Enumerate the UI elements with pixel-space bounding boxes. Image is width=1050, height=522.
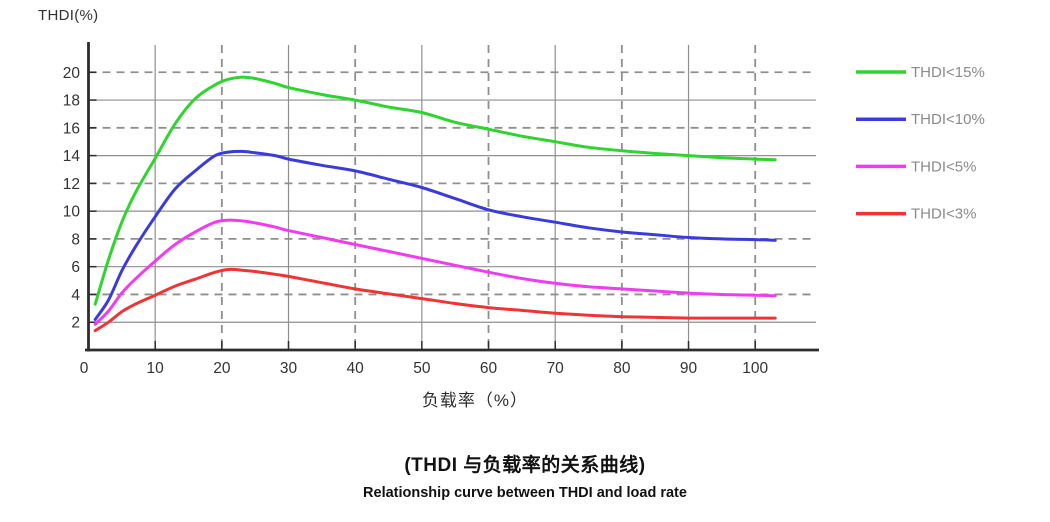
y-tick-label-4: 4 — [71, 287, 80, 304]
x-tick-label-0: 0 — [80, 360, 89, 377]
x-tick-label-90: 90 — [680, 360, 698, 377]
caption-chinese: (THDI 与负载率的关系曲线) — [404, 455, 646, 476]
thdi-load-rate-chart: 0 10 20 30 40 50 60 70 80 90 100 2 4 6 8 10 12 14 16 18 20 TH… — [63, 42, 985, 377]
x-tick-label-70: 70 — [547, 360, 565, 377]
y-axis-title: THDI(%) — [38, 7, 99, 24]
y-tick-label-8: 8 — [71, 231, 80, 248]
x-tick-label-40: 40 — [347, 360, 365, 377]
y-tick-label-6: 6 — [71, 259, 80, 276]
y-tick-label-10: 10 — [63, 204, 81, 221]
x-tick-label-60: 60 — [480, 360, 498, 377]
curve-thdi5 — [93, 218, 777, 326]
legend-label-3: THDI<5% — [911, 158, 976, 175]
y-tick-label-14: 14 — [63, 148, 81, 165]
x-axis-title: 负载率（%） — [421, 391, 529, 410]
curve-thdi3 — [93, 267, 777, 333]
curve-thdi10 — [93, 149, 777, 321]
caption-english: Relationship curve between THDI and load… — [363, 485, 687, 501]
x-tick-label-80: 80 — [613, 360, 631, 377]
y-tick-label-16: 16 — [63, 120, 80, 137]
legend-label-4: THDI<3% — [911, 206, 976, 223]
x-tick-label-20: 20 — [213, 360, 231, 377]
legend-label-2: THDI<10% — [911, 111, 985, 128]
y-tick-label-20: 20 — [63, 65, 81, 82]
y-tick-label-18: 18 — [63, 93, 80, 110]
x-tick-label-10: 10 — [147, 360, 165, 377]
legend-label-1: THDI<15% — [911, 64, 985, 81]
curve-thdi15 — [93, 75, 777, 306]
x-tick-label-50: 50 — [413, 360, 431, 377]
x-tick-label-30: 30 — [280, 360, 298, 377]
y-tick-label-2: 2 — [71, 315, 80, 332]
y-tick-label-12: 12 — [63, 176, 80, 193]
x-tick-label-100: 100 — [742, 360, 768, 377]
